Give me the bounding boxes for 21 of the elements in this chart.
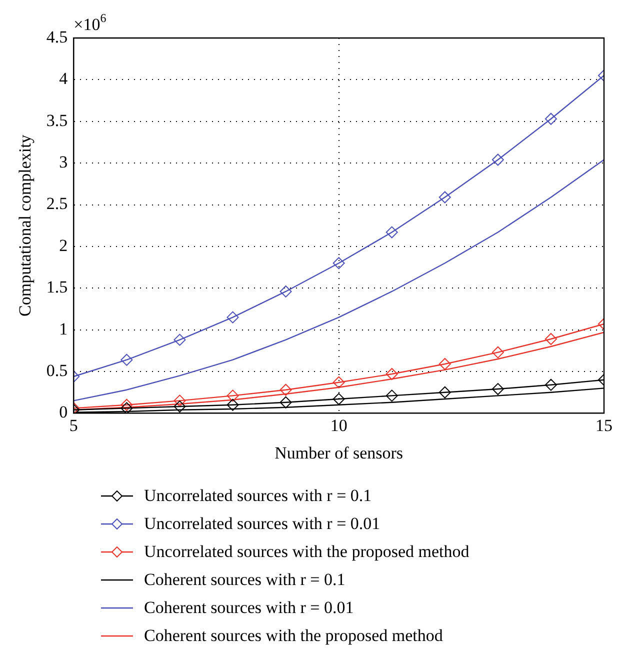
- y-tick-label: 1.5: [46, 278, 68, 297]
- y-tick-label: 0.5: [46, 360, 68, 380]
- y-tick-label: 3: [59, 152, 68, 172]
- legend-label: Coherent sources with r = 0.1: [144, 569, 346, 591]
- x-axis-title: Number of sensors: [274, 443, 404, 462]
- x-tick-label: 10: [330, 416, 348, 435]
- y-tick-label: 2.5: [46, 194, 68, 214]
- y-axis-title: Computational complexity: [16, 134, 35, 316]
- x-tick-label: 15: [596, 416, 612, 435]
- y-tick-label: 3.5: [46, 110, 68, 130]
- y-tick-label: 0: [59, 402, 68, 422]
- legend-label: Uncorrelated sources with r = 0.01: [144, 513, 380, 535]
- y-tick-label: 4.5: [46, 27, 68, 46]
- x-tick-label: 5: [69, 416, 78, 435]
- y-tick-label: 4: [59, 69, 68, 88]
- legend-label: Uncorrelated sources with r = 0.1: [144, 485, 372, 507]
- legend-label: Uncorrelated sources with the proposed method: [144, 541, 470, 563]
- y-tick-label: 2: [59, 236, 68, 255]
- y-tick-label: 1: [59, 319, 68, 338]
- legend-label: Coherent sources with the proposed method: [144, 625, 443, 647]
- legend-label: Coherent sources with r = 0.01: [144, 597, 354, 619]
